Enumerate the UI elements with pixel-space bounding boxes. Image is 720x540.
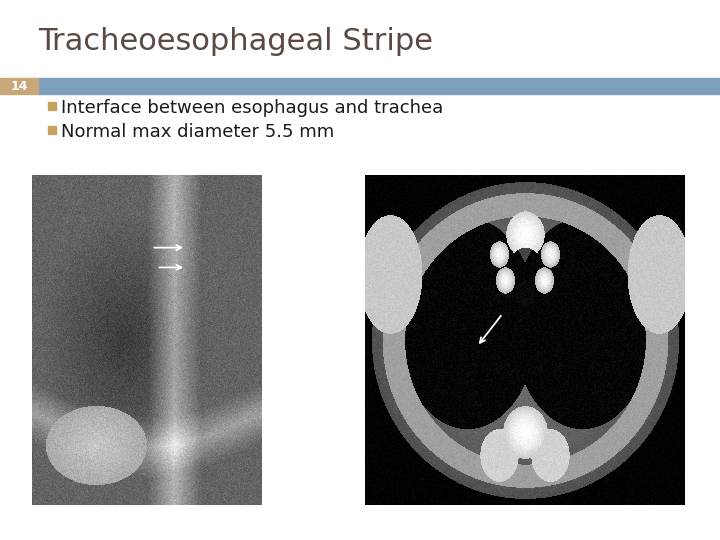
Bar xyxy=(48,102,56,110)
Text: Normal max diameter 5.5 mm: Normal max diameter 5.5 mm xyxy=(61,123,334,141)
Text: Tracheoesophageal Stripe: Tracheoesophageal Stripe xyxy=(38,28,433,57)
Text: Interface between esophagus and trachea: Interface between esophagus and trachea xyxy=(61,99,444,117)
Text: 14: 14 xyxy=(10,79,28,92)
Bar xyxy=(0,78,38,94)
Bar xyxy=(48,126,56,134)
Bar xyxy=(38,78,720,94)
